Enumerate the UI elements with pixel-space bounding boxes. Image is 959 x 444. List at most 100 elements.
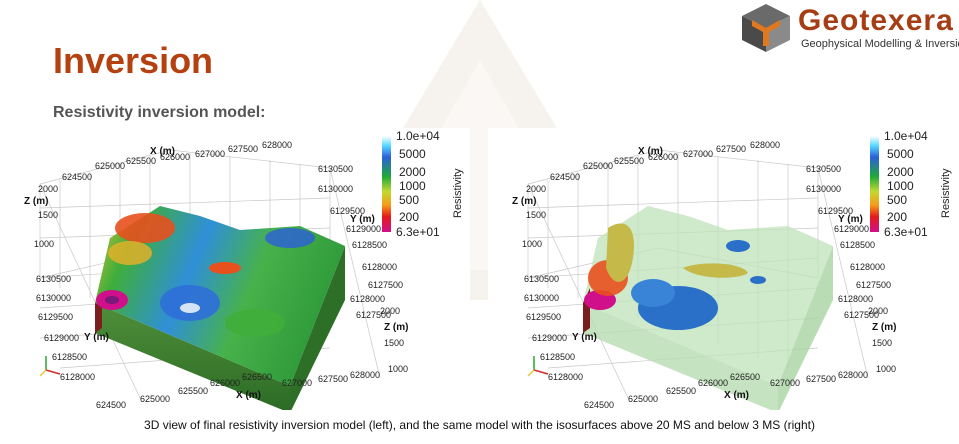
model-view-left: X (m) 624500 625000 625500 626000 627000… bbox=[0, 128, 470, 410]
y-tick: 6130000 bbox=[806, 184, 842, 194]
logo-wordmark: Geotexera bbox=[798, 4, 954, 37]
x-axis-title-top: X (m) bbox=[150, 146, 175, 157]
y-tick: 6128000 bbox=[362, 262, 398, 272]
z-tick: 2000 bbox=[38, 184, 59, 194]
colorbar-label: 500 bbox=[887, 193, 908, 207]
model-3d-right bbox=[527, 149, 869, 410]
z-tick: 1500 bbox=[384, 338, 405, 348]
x-tick: 627000 bbox=[770, 378, 801, 388]
x-tick: 624500 bbox=[584, 400, 615, 410]
x-tick: 625500 bbox=[666, 386, 697, 396]
colorbar-title: Resistivity bbox=[940, 168, 952, 218]
y-tick: 6128500 bbox=[840, 240, 876, 250]
y-tick: 6128000 bbox=[838, 294, 874, 304]
y-tick: 6128500 bbox=[52, 352, 88, 362]
y-tick: 6129500 bbox=[818, 206, 854, 216]
x-axis-title-bottom: X (m) bbox=[724, 390, 749, 401]
y-tick: 6128500 bbox=[540, 352, 576, 362]
orientation-axes-icon bbox=[39, 356, 61, 377]
y-tick: 6128000 bbox=[60, 372, 96, 382]
y-tick: 6130000 bbox=[318, 184, 354, 194]
geotexera-logo: Geotexera Geophysical Modelling & Invers… bbox=[738, 2, 959, 54]
z-tick: 1500 bbox=[872, 338, 893, 348]
y-axis-title-left: Y (m) bbox=[84, 332, 109, 343]
x-tick: 627000 bbox=[683, 149, 714, 159]
colorbar-label: 5000 bbox=[399, 147, 426, 161]
x-tick: 628000 bbox=[262, 140, 293, 150]
x-tick: 624500 bbox=[550, 172, 581, 182]
y-tick: 6129500 bbox=[38, 312, 74, 322]
colorbar-label: 500 bbox=[399, 193, 420, 207]
y-tick: 6127500 bbox=[844, 310, 880, 320]
y-tick: 6129000 bbox=[44, 333, 80, 343]
x-tick: 627500 bbox=[318, 374, 349, 384]
logo-tagline: Geophysical Modelling & Inversion bbox=[801, 38, 959, 50]
y-tick: 6128000 bbox=[350, 294, 386, 304]
x-tick: 627500 bbox=[716, 144, 747, 154]
page-subtitle: Resistivity inversion model: bbox=[53, 104, 266, 121]
z-tick: 2000 bbox=[868, 306, 889, 316]
y-tick: 6129000 bbox=[834, 224, 870, 234]
x-tick: 626000 bbox=[698, 378, 729, 388]
x-tick: 626500 bbox=[730, 372, 761, 382]
x-tick: 625500 bbox=[126, 156, 157, 166]
x-axis-title-bottom: X (m) bbox=[236, 390, 261, 401]
z-tick: 1000 bbox=[388, 364, 409, 374]
x-tick: 626000 bbox=[160, 152, 191, 162]
logo-cube-icon bbox=[742, 4, 790, 52]
x-tick: 628000 bbox=[838, 370, 869, 380]
z-tick: 1500 bbox=[38, 210, 59, 220]
resistivity-colorbar bbox=[870, 136, 879, 232]
x-tick: 628000 bbox=[750, 140, 781, 150]
z-axis-title-left: Z (m) bbox=[512, 196, 537, 207]
colorbar-label: 1000 bbox=[887, 179, 914, 193]
colorbar-label: 200 bbox=[887, 210, 908, 224]
resistivity-colorbar bbox=[382, 136, 391, 232]
z-axis-title-left: Z (m) bbox=[24, 196, 49, 207]
y-tick: 6129500 bbox=[526, 312, 562, 322]
model-3d-left bbox=[39, 149, 381, 410]
y-tick: 6130000 bbox=[524, 293, 560, 303]
colorbar-title: Resistivity bbox=[452, 168, 464, 218]
z-tick: 1000 bbox=[876, 364, 897, 374]
y-tick: 6130500 bbox=[318, 164, 354, 174]
y-tick: 6128500 bbox=[352, 240, 388, 250]
x-tick: 625500 bbox=[614, 156, 645, 166]
colorbar-label: 1.0e+04 bbox=[884, 129, 928, 143]
y-tick: 6130000 bbox=[36, 293, 72, 303]
y-tick: 6130500 bbox=[806, 164, 842, 174]
y-axis-title-right: Y (m) bbox=[838, 214, 863, 225]
x-tick: 625000 bbox=[628, 394, 659, 404]
x-tick: 625500 bbox=[178, 386, 209, 396]
orientation-axes-icon bbox=[527, 356, 549, 377]
y-tick: 6127500 bbox=[856, 280, 892, 290]
y-tick: 6128000 bbox=[548, 372, 584, 382]
x-tick: 627500 bbox=[806, 374, 837, 384]
z-axis-title-right: Z (m) bbox=[384, 322, 409, 333]
x-tick: 624500 bbox=[62, 172, 93, 182]
y-tick: 6129000 bbox=[346, 224, 382, 234]
x-axis-title-top: X (m) bbox=[638, 146, 663, 157]
z-tick: 1000 bbox=[34, 239, 55, 249]
x-tick: 627500 bbox=[228, 144, 259, 154]
figure-caption: 3D view of final resistivity inversion m… bbox=[144, 418, 815, 432]
colorbar-label: 200 bbox=[399, 210, 420, 224]
x-tick: 627000 bbox=[282, 378, 313, 388]
z-tick: 2000 bbox=[526, 184, 547, 194]
z-tick: 1500 bbox=[526, 210, 547, 220]
y-axis-title-left: Y (m) bbox=[572, 332, 597, 343]
x-tick: 627000 bbox=[195, 149, 226, 159]
x-tick: 626500 bbox=[242, 372, 273, 382]
y-tick: 6127500 bbox=[356, 310, 392, 320]
colorbar-label: 1.0e+04 bbox=[396, 129, 440, 143]
y-tick: 6127500 bbox=[368, 280, 404, 290]
y-tick: 6129500 bbox=[330, 206, 366, 216]
colorbar-label: 6.3e+01 bbox=[884, 225, 928, 239]
colorbar-label: 2000 bbox=[399, 165, 426, 179]
colorbar-label: 2000 bbox=[887, 165, 914, 179]
x-tick: 628000 bbox=[350, 370, 381, 380]
x-tick: 624500 bbox=[96, 400, 127, 410]
y-tick: 6130500 bbox=[524, 274, 560, 284]
z-tick: 2000 bbox=[380, 306, 401, 316]
colorbar-label: 6.3e+01 bbox=[396, 225, 440, 239]
